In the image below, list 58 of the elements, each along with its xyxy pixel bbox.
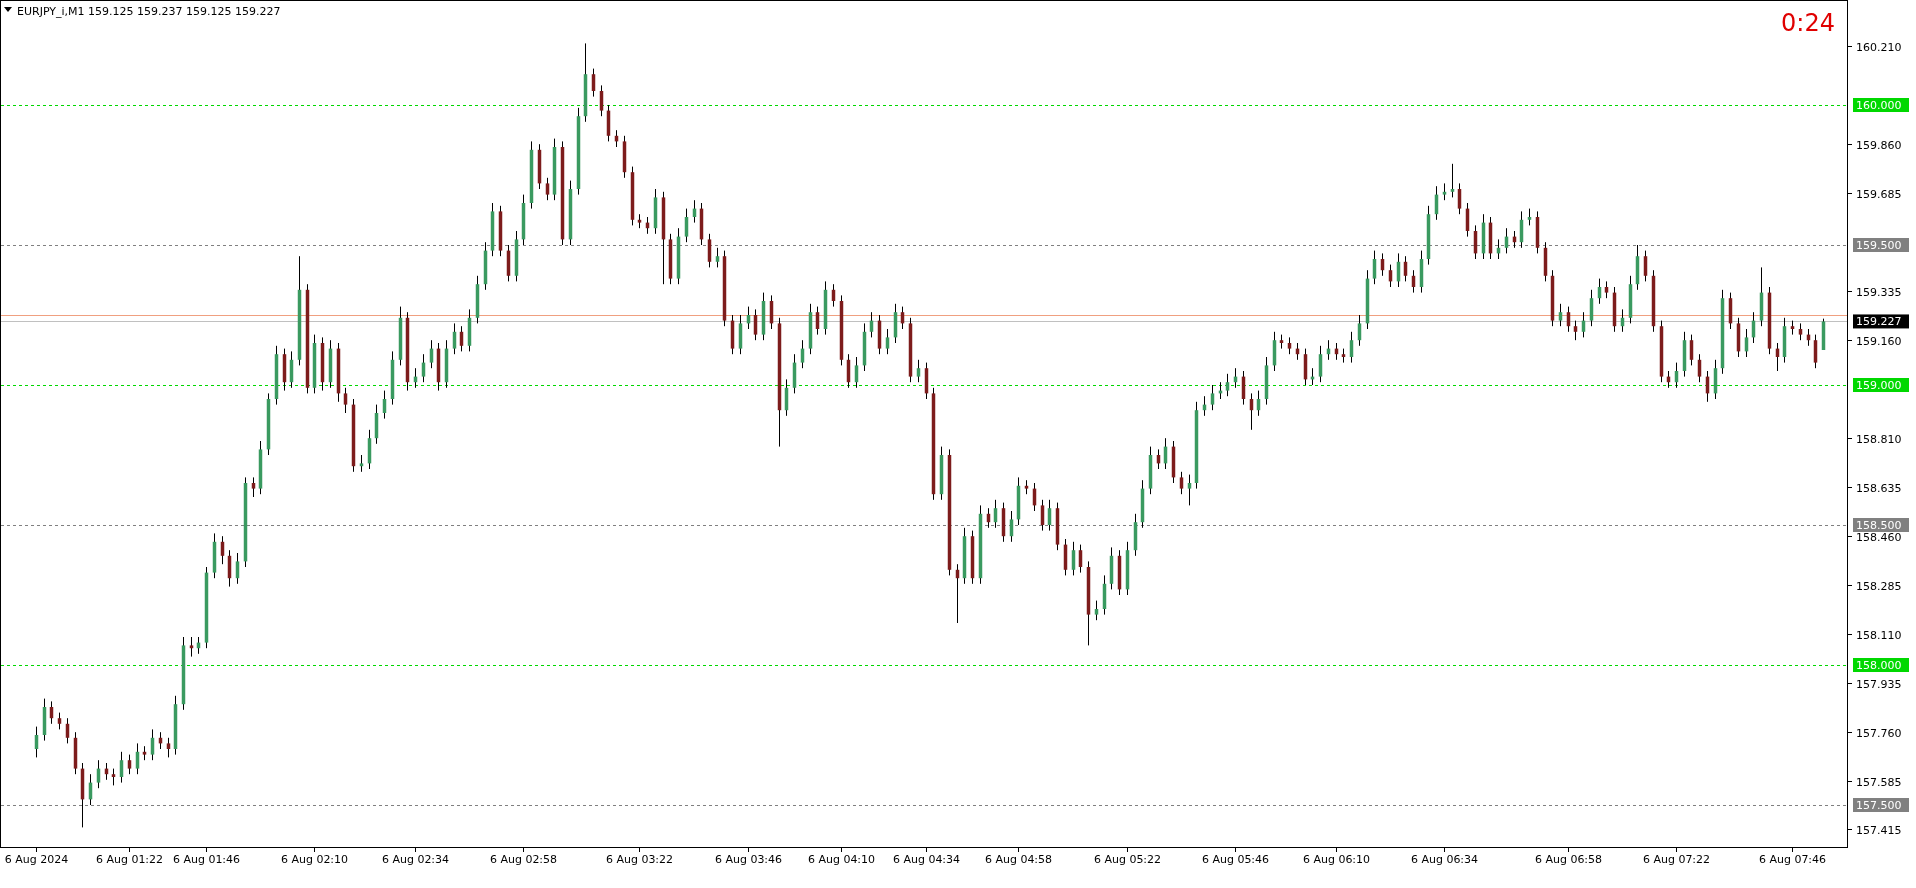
y-tick-label: 157.585 [1856,775,1902,789]
y-tick-label: 159.685 [1856,187,1902,201]
x-tick-label: 6 Aug 03:22 [605,853,674,866]
candlestick [715,247,720,268]
x-tick-label: 6 Aug 03:46 [714,853,783,866]
ref-line-label: 160.000 [1856,99,1902,112]
x-tick-label: 6 Aug 07:22 [1642,853,1711,866]
x-tick-label: 6 Aug 01:46 [172,853,241,866]
candlestick [189,636,194,658]
x-tick-label: 6 Aug 01:22 [95,853,164,866]
candlestick [1573,320,1578,341]
ref-line-label: 158.500 [1856,519,1902,532]
y-tick-label: 158.460 [1856,530,1902,544]
y-tick-label: 158.110 [1856,628,1902,642]
x-tick-label: 6 Aug 04:34 [892,853,961,866]
ref-line-label: 159.000 [1856,379,1902,392]
x-tick-label: 6 Aug 05:46 [1201,853,1270,866]
ref-line-label: 158.000 [1856,659,1902,672]
x-tick-label: 6 Aug 02:34 [381,853,450,866]
x-tick-label: 6 Aug 05:22 [1093,853,1162,866]
text: EURJPY_i,M1 159.125 159.237 159.125 159.227 [17,5,281,18]
candlestick [166,737,171,758]
candlestick [343,387,348,414]
y-tick-label: 157.760 [1856,726,1902,740]
x-tick-label: 6 Aug 06:10 [1302,853,1371,866]
y-tick-label: 158.635 [1856,481,1902,495]
candlestick [885,328,890,355]
ref-line-label: 157.500 [1856,799,1902,812]
candlestick [251,476,256,498]
y-tick-label: 159.335 [1856,285,1902,299]
x-tick-label: 6 Aug 02:58 [489,853,558,866]
x-tick-label: 6 Aug 04:10 [807,853,876,866]
candlestick [1187,474,1192,506]
candlestick [1094,600,1099,621]
y-tick-label: 157.935 [1856,677,1902,691]
x-tick-label: 6 Aug 06:34 [1410,853,1479,866]
candlestick [545,177,550,201]
y-tick-label: 158.810 [1856,432,1902,446]
y-tick-label: 159.160 [1856,334,1902,348]
x-tick-label: 6 Aug 04:58 [984,853,1053,866]
x-tick-label: 6 Aug 2024 [4,853,69,866]
candlestick [1225,373,1230,397]
candlestick [1450,163,1455,198]
y-tick-label: 158.285 [1856,579,1902,593]
x-tick-label: 6 Aug 02:10 [280,853,349,866]
ref-line-label: 159.500 [1856,239,1902,252]
candlestick [1558,303,1563,327]
ref-line-label: 159.227 [1856,315,1902,329]
candlestick [127,754,132,775]
annotation: 0:24 [1781,9,1835,37]
y-tick-label: 157.415 [1856,823,1902,837]
candlestick [1179,471,1184,495]
y-tick-label: 159.860 [1856,138,1902,152]
candlestick [916,359,921,383]
candlestick [1210,384,1215,411]
x-tick-label: 6 Aug 07:46 [1758,853,1827,866]
x-tick-label: 6 Aug 06:58 [1534,853,1603,866]
y-tick-label: 160.210 [1856,40,1902,54]
